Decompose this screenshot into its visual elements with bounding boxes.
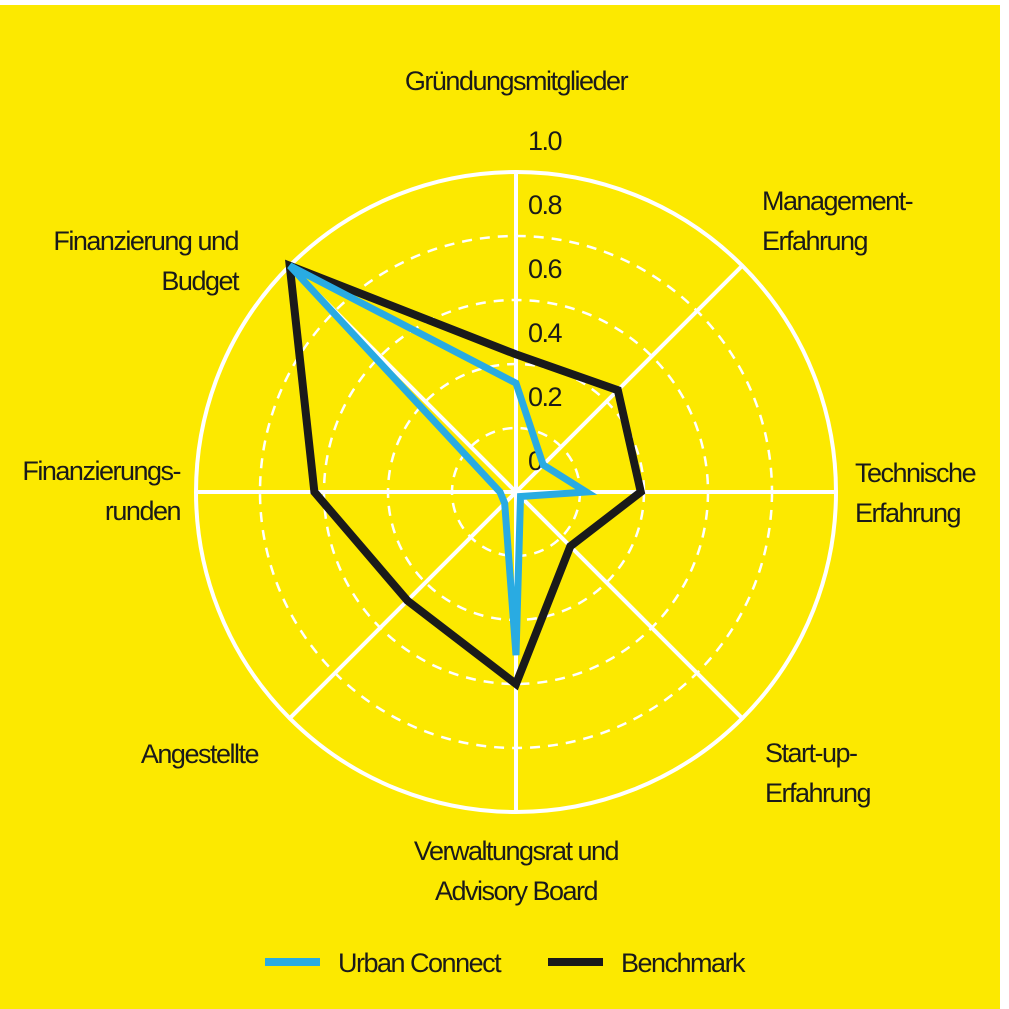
category-label: Technische Erfahrung [855,458,976,528]
category-label: Angestellte [141,739,259,769]
spoke [514,264,744,494]
tick-label: 1.0 [528,126,562,156]
legend-label: Urban Connect [338,948,502,978]
series-line [287,262,598,656]
tick-label: 0.8 [528,190,562,220]
category-label: Finanzierung und Budget [53,226,240,296]
tick-label: 0.6 [528,254,562,284]
spoke [288,490,518,720]
tick-label: 0.2 [528,382,562,412]
category-label: Finanzierungs-runden [22,456,180,526]
series-line [285,259,646,691]
category-label: Management-Erfahrung [762,186,913,256]
tick-label: 0.4 [528,318,563,348]
legend-label: Benchmark [621,948,746,978]
category-label: Start-up-Erfahrung [765,738,871,808]
category-label: Gründungsmitglieder [405,66,629,96]
category-label: Verwaltungsrat und Advisory Board [414,836,619,906]
spoke [514,490,744,720]
